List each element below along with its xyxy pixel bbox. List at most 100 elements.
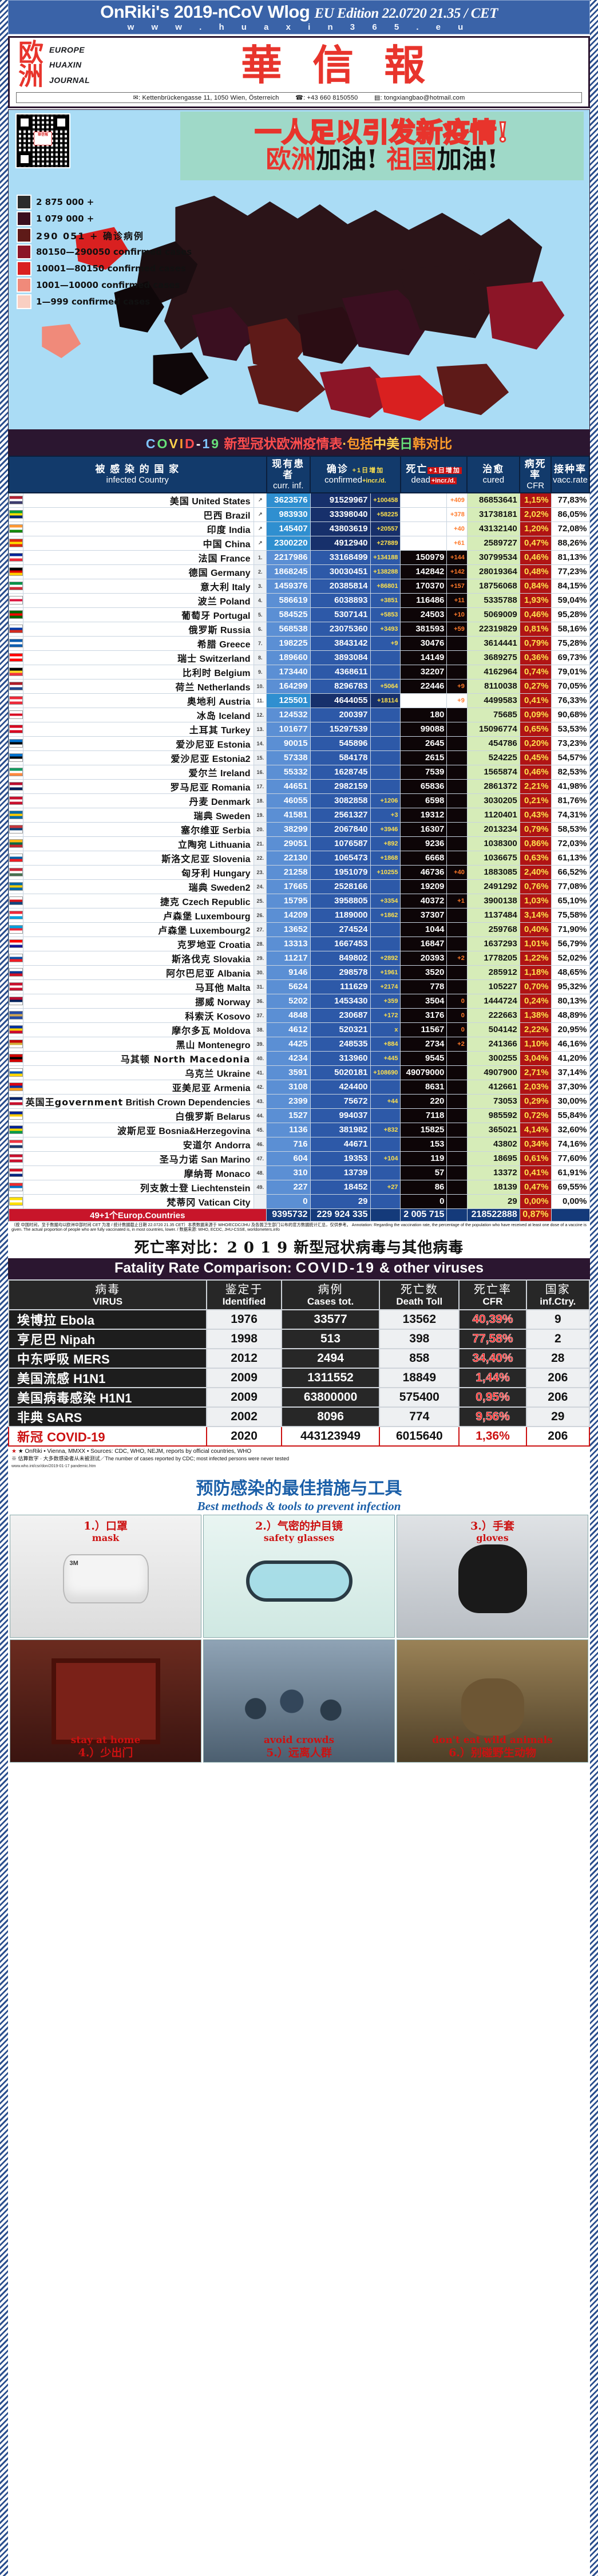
country-flag	[8, 550, 23, 565]
table-row[interactable]: 克罗地亚 Croatia 28. 13313 1667453 16847 1637293 1…	[8, 936, 590, 951]
table-row[interactable]: 科索沃 Kosovo 37. 4848 230687 +172 3176 0 222663 1,…	[8, 1008, 590, 1023]
cell-confirmed: 1453430	[310, 993, 371, 1009]
table-row[interactable]: 斯洛文尼亚 Slovenia 22. 22130 1065473 +1868 6668 10…	[8, 850, 590, 866]
table-row[interactable]: 爱尔兰 Ireland 16. 55332 1628745 7539 1565874 0,4…	[8, 764, 590, 780]
table-row[interactable]: 英国王government British Crown Dependencies…	[8, 1093, 590, 1109]
table-row[interactable]: 德国 Germany 2. 1868245 30030451 +138288 142842…	[8, 564, 590, 579]
qr-code[interactable]: 華信報	[15, 113, 70, 168]
table-row[interactable]: 斯洛伐克 Slovakia 29. 11217 849802 +2892 20393 +2 1…	[8, 950, 590, 966]
table-row[interactable]: 中国 China ↗ 2300220 4912940 +27889 22993 +61 258…	[8, 535, 590, 551]
table-row[interactable]: 列支敦士登 Liechtenstein 49. 227 18452 +27 86 18139…	[8, 1179, 590, 1195]
table-row[interactable]: 亚美尼亚 Armenia 42. 3108 424400 8631 412661 2,03%…	[8, 1079, 590, 1095]
table-footnote: （按 中国时间，至于数据均以欧洲中部时间 CET 为准 / 统计数据截止日期 2…	[8, 1221, 590, 1234]
table-row[interactable]: 捷克 Czech Republic 25. 15795 3958805 +3354 403…	[8, 893, 590, 908]
cell-vaccination: 77,08%	[551, 879, 590, 894]
table-row[interactable]: 葡萄牙 Portugal 5. 584525 5307141 +5853 24503 +10…	[8, 607, 590, 622]
table-row[interactable]: 卢森堡 Luxembourg 26. 14209 1189000 +1862 37307 1…	[8, 907, 590, 923]
cell-confirmed: 545896	[310, 736, 371, 751]
cell-confirmed: 200397	[310, 707, 371, 722]
cell-current-infected: 55332	[266, 764, 311, 780]
fatality-countries: 9	[525, 1309, 591, 1330]
table-row[interactable]: 瑞典 Sweden2 24. 17665 2528166 19209 2491292 0,7…	[8, 879, 590, 894]
table-title-cn4: 日	[399, 436, 413, 451]
table-row[interactable]: 摩纳哥 Monaco 48. 310 13739 57 13372 0,41% 61,91%	[8, 1165, 590, 1180]
office-phone[interactable]: +43 660 8150550	[307, 94, 358, 101]
cell-cured: 4162964	[466, 664, 520, 679]
country-name: 斯洛伐克 Slovakia	[22, 950, 255, 966]
col-vaccination-rate: 接种率 vacc.rate	[551, 455, 590, 493]
table-row[interactable]: 挪威 Norway 36. 5202 1453430 +359 3504 0 1444724 0…	[8, 993, 590, 1009]
table-row[interactable]: 法国 France 1. 2217986 33168499 +134188 150979 +…	[8, 550, 590, 565]
cell-dead-increase	[446, 650, 468, 665]
prevention-caption-cn: 2.）气密的护目镜	[255, 1520, 343, 1533]
country-name: 奥地利 Austria	[22, 693, 255, 708]
table-row[interactable]: 圣马力诺 San Marino 47. 604 19353 +104 119 18695 0,…	[8, 1151, 590, 1166]
table-row[interactable]: 波斯尼亚 Bosnia&Herzegovina 45. 1136 381982 +832…	[8, 1122, 590, 1137]
cell-dead: 11567	[400, 1022, 447, 1037]
table-row[interactable]: 巴西 Brazil ↗ 983930 33398040 +58225 675929 +378…	[8, 507, 590, 522]
table-row[interactable]: 希腊 Greece 7. 198225 3843142 +9 30476 3614441 0,…	[8, 635, 590, 651]
table-row[interactable]: 冰岛 Iceland 12. 124532 200397 180 75685 0,09% 90…	[8, 707, 590, 722]
fcol-cases: 病例 Cases tot.	[280, 1279, 381, 1311]
country-rank: 22.	[254, 850, 267, 866]
cell-confirmed: 1667453	[310, 936, 371, 951]
total-cfr: 0,87%	[519, 1208, 552, 1222]
cell-current-infected: 44651	[266, 779, 311, 794]
cell-current-infected: 29051	[266, 836, 311, 851]
office-email[interactable]: tongxiangbao@hotmail.com	[384, 94, 465, 101]
cell-confirmed-increase	[370, 1079, 401, 1095]
legend-row: 1001—10000 confirmed cases	[17, 277, 192, 293]
table-row[interactable]: 丹麦 Denmark 18. 46055 3082858 +1206 6598 303020…	[8, 793, 590, 808]
table-row[interactable]: 塞尔维亚 Serbia 20. 38299 2067840 +3946 16307 2013…	[8, 821, 590, 837]
table-row[interactable]: 瑞士 Switzerland 8. 189660 3893084 14149 368927…	[8, 650, 590, 665]
cell-current-infected: 9146	[266, 965, 311, 980]
country-name: 希腊 Greece	[22, 635, 255, 651]
table-row[interactable]: 俄罗斯 Russia 6. 568538 23075360 +3493 381593 +59…	[8, 621, 590, 637]
table-row[interactable]: 瑞典 Sweden 19. 41581 2561327 +3 19312 1120401 0,…	[8, 807, 590, 823]
cell-cfr: 1,10%	[519, 1036, 552, 1052]
table-row[interactable]: 奥地利 Austria 11. 125501 4644055 +18114 18771 +9…	[8, 693, 590, 708]
cell-confirmed-increase: +18114	[370, 693, 401, 708]
table-row[interactable]: 波兰 Poland 4. 586619 6038893 +3851 116486 +11 53…	[8, 592, 590, 608]
table-row[interactable]: 比利时 Belgium 9. 173440 4368611 32207 4162964 0,…	[8, 664, 590, 679]
table-row[interactable]: 卢森堡 Luxembourg2 27. 13652 274524 1044 259768 0…	[8, 922, 590, 937]
masthead-title-cn: 華 信 報	[241, 40, 434, 89]
table-row[interactable]: 土耳其 Turkey 13. 101677 15297539 99088 15096774…	[8, 721, 590, 737]
table-row[interactable]: 乌克兰 Ukraine 41. 3591 5020181 +108690 49079000…	[8, 1065, 590, 1080]
table-row[interactable]: 匈牙利 Hungary 23. 21258 1951079 +10255 46736 +40…	[8, 864, 590, 880]
country-flag	[8, 1194, 23, 1209]
table-row[interactable]: 爱沙尼亚 Estonia2 15. 57338 584178 2615 524225 0,4…	[8, 750, 590, 765]
table-row[interactable]: 黑山 Montenegro 39. 4425 248535 +884 2734 +2 2413…	[8, 1036, 590, 1052]
cell-dead-increase	[446, 836, 468, 851]
prevention-caption-cn: 6.）别碰野生动物	[449, 1747, 536, 1760]
cell-current-infected: 586619	[266, 592, 311, 608]
table-row[interactable]: 美国 United States ↗ 3623576 91529967 +100458 1…	[8, 492, 590, 508]
cell-vaccination: 58,16%	[551, 621, 590, 637]
legend-label: 1 079 000 +	[36, 213, 94, 224]
table-row[interactable]: 意大利 Italy 3. 1459376 20385814 +86801 170370 +1…	[8, 578, 590, 594]
country-flag	[8, 1136, 23, 1152]
cell-cured: 454786	[466, 736, 520, 751]
table-row[interactable]: 马耳他 Malta 31. 5624 111629 +2174 778 105227 0,70…	[8, 979, 590, 994]
table-row[interactable]: 马其顿 North Macedonia 40. 4234 313960 +445 954…	[8, 1050, 590, 1066]
table-row[interactable]: 罗马尼亚 Romania 17. 44651 2982159 65836 2861372 2…	[8, 779, 590, 794]
table-row[interactable]: 安道尔 Andorra 46. 716 44671 153 43802 0,34% 74,16…	[8, 1136, 590, 1152]
table-row[interactable]: 印度 India ↗ 145407 43803619 +20557 526072 +40 43…	[8, 521, 590, 536]
cell-current-infected: 38299	[266, 821, 311, 837]
site-header-bar: OnRiki's 2019-nCoV Wlog EU Edition 22.07…	[8, 0, 590, 34]
cell-confirmed: 3893084	[310, 650, 371, 665]
table-row[interactable]: 摩尔多瓦 Moldova 38. 4612 520321 x 11567 0 504142 2,…	[8, 1022, 590, 1037]
cell-cured: 4499583	[466, 693, 520, 708]
website-url[interactable]: w w w . h u a x i n 3 6 5 . e u	[127, 22, 471, 32]
table-row[interactable]: 立陶宛 Lithuania 21. 29051 1076587 +892 9236 1038…	[8, 836, 590, 851]
table-row[interactable]: 荷兰 Netherlands 10. 164299 8296783 +5064 22446…	[8, 678, 590, 694]
cell-dead-increase: +59	[446, 621, 468, 637]
cell-dead: 9545	[400, 1050, 447, 1066]
table-row[interactable]: 白俄罗斯 Belarus 44. 1527 994037 7118 985592 0,72%…	[8, 1108, 590, 1123]
country-flag	[8, 965, 23, 980]
table-row[interactable]: 梵蒂冈 Vatican City 0 29 0 29 0,00% 0,00%	[8, 1194, 590, 1209]
cell-cured: 75685	[466, 707, 520, 722]
table-row[interactable]: 阿尔巴尼亚 Albania 30. 9146 298578 +1961 3520 28591…	[8, 965, 590, 980]
table-row[interactable]: 爱沙尼亚 Estonia 14. 90015 545896 2645 454786 0,20…	[8, 736, 590, 751]
